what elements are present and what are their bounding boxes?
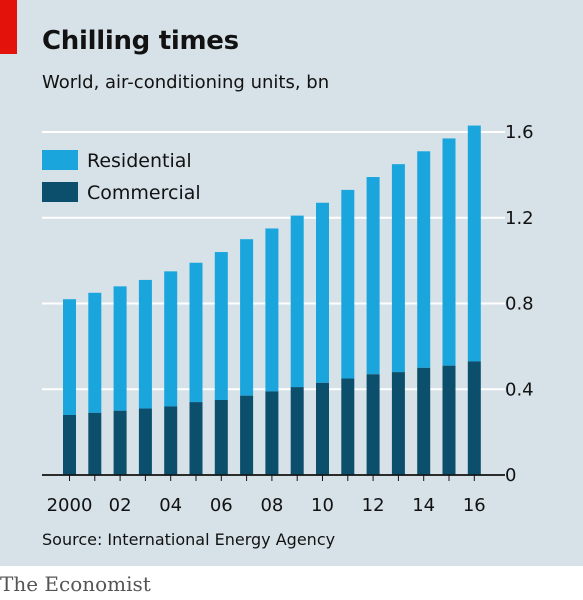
legend-commercial-swatch	[42, 182, 78, 202]
chart-title: Chilling times	[42, 26, 239, 56]
bar-commercial	[138, 408, 152, 475]
bar-residential	[391, 164, 405, 373]
y-tick-label: 0.4	[505, 379, 534, 400]
bar-residential	[240, 239, 254, 396]
bar-commercial	[366, 374, 380, 475]
bar-commercial	[316, 382, 329, 475]
bar-residential	[164, 271, 178, 407]
bar-commercial	[467, 361, 481, 475]
x-tick-label: 16	[463, 495, 486, 516]
bar-residential	[113, 286, 127, 411]
bar-residential	[214, 252, 228, 400]
bar-residential	[290, 215, 304, 388]
bar-commercial	[164, 406, 178, 475]
bar-commercial	[189, 402, 203, 475]
bar-residential	[467, 125, 481, 362]
bar-residential	[138, 279, 152, 409]
chart-plot: 0 0.4 0.8 1.2 1.6 2000 02 04 06 08 10 12 14 16 Residen…	[42, 122, 534, 516]
bar-commercial	[442, 365, 456, 475]
bar-residential	[417, 151, 431, 368]
x-tick-label: 02	[109, 495, 132, 516]
bar-commercial	[341, 378, 355, 475]
bar-residential	[189, 262, 203, 403]
brand-red-tag	[0, 0, 17, 54]
bar-residential	[366, 177, 380, 375]
legend-residential-swatch	[42, 150, 78, 170]
legend-residential-label: Residential	[87, 150, 192, 172]
x-tick-label: 06	[210, 495, 233, 516]
bar-residential	[265, 228, 279, 392]
x-tick-label: 12	[362, 495, 385, 516]
chart-source: Source: International Energy Agency	[42, 530, 336, 549]
x-tick-label: 14	[412, 495, 435, 516]
chart-subtitle: World, air-conditioning units, bn	[42, 72, 330, 93]
bar-residential	[341, 189, 355, 379]
bar-commercial	[88, 412, 102, 475]
y-tick-label: 0.8	[505, 294, 534, 315]
bar-residential	[442, 138, 456, 366]
bar-residential	[88, 292, 102, 413]
x-tick-label: 2000	[47, 495, 93, 516]
bar-commercial	[265, 391, 279, 475]
bar-commercial	[113, 410, 127, 475]
bar-residential	[316, 202, 329, 383]
x-tick-label: 10	[311, 495, 334, 516]
bar-commercial	[417, 367, 431, 475]
bar-commercial	[214, 399, 228, 475]
bar-commercial	[63, 414, 76, 475]
y-tick-label: 1.6	[505, 122, 534, 143]
legend-commercial-label: Commercial	[87, 182, 201, 204]
x-tick-label: 08	[260, 495, 283, 516]
publisher-logo: The Economist	[0, 572, 151, 596]
x-tick-label: 04	[159, 495, 182, 516]
y-tick-label: 1.2	[505, 208, 534, 229]
bar-commercial	[391, 372, 405, 475]
bar-commercial	[240, 395, 254, 475]
bar-residential	[63, 299, 76, 415]
bar-commercial	[290, 387, 304, 475]
y-tick-label: 0	[505, 465, 516, 486]
